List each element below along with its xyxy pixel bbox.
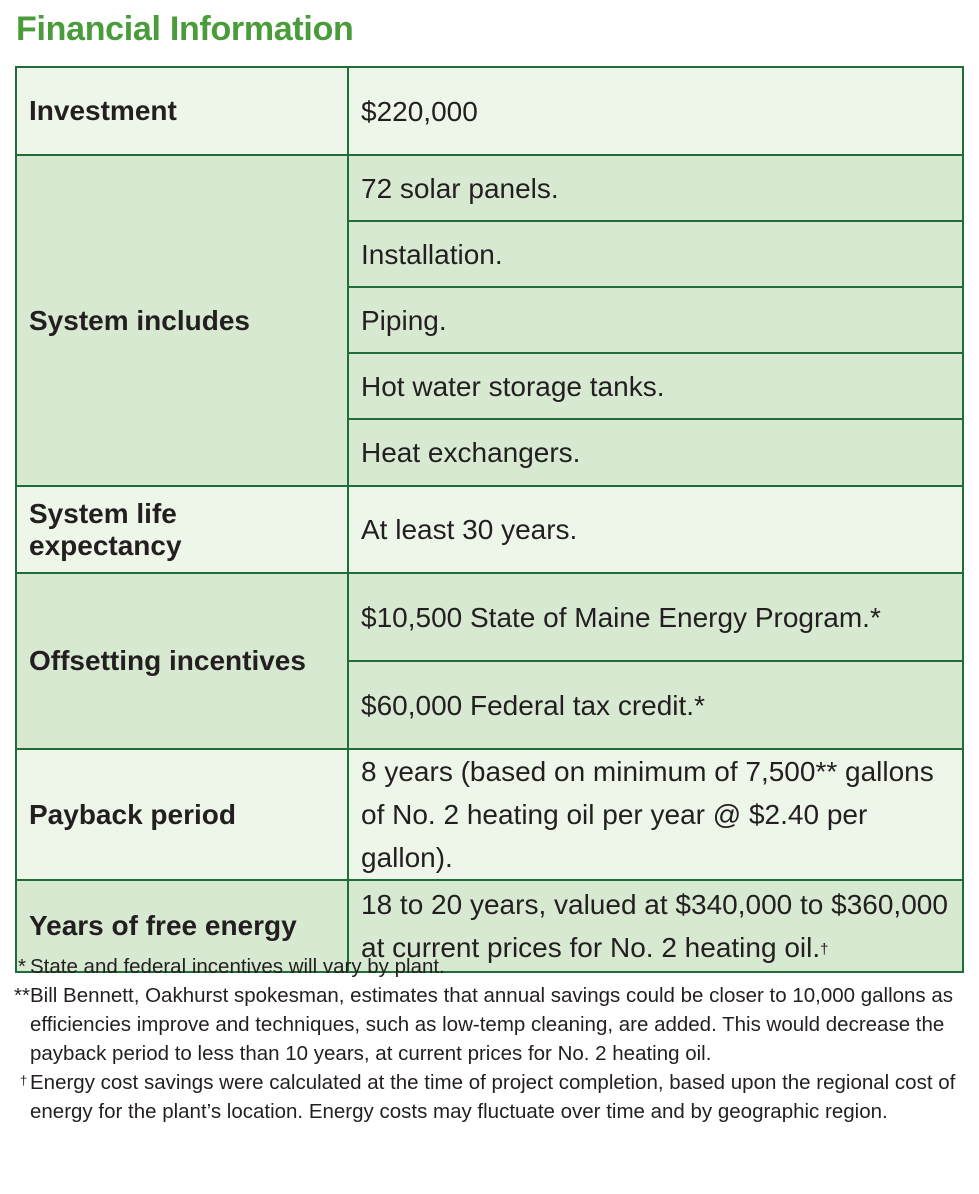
table-row-system-includes: Heat exchangers. xyxy=(16,418,964,487)
list-item: Piping. xyxy=(347,286,964,354)
footnote-mark: † xyxy=(20,1073,28,1088)
table-row-system-includes: Piping. xyxy=(16,286,964,354)
table-row-incentives: $60,000 Federal tax credit.* xyxy=(16,660,964,750)
row-label: Investment xyxy=(15,66,349,156)
list-item: $60,000 Federal tax credit.* xyxy=(347,660,964,750)
row-value: 18 to 20 years, valued at $340,000 to $3… xyxy=(347,879,964,973)
row-value-text: 18 to 20 years, valued at $340,000 to $3… xyxy=(361,889,948,963)
financial-table: Investment $220,000 System includes 72 s… xyxy=(15,66,964,973)
list-item: Hot water storage tanks. xyxy=(347,352,964,420)
row-label: Payback period xyxy=(15,748,349,881)
list-item: $10,500 State of Maine Energy Program.* xyxy=(347,572,964,662)
table-row-life-expectancy: System life expectancy At least 30 years… xyxy=(15,485,964,574)
row-label: System includes xyxy=(15,154,349,487)
page-title: Financial Information xyxy=(16,10,354,48)
footnote-savings: ** Bill Bennett, Oakhurst spokesman, est… xyxy=(14,981,968,1068)
dagger-marker: † xyxy=(820,941,829,958)
footnote-text: Energy cost savings were calculated at t… xyxy=(30,1071,956,1123)
footnote-text: Bill Bennett, Oakhurst spokesman, estima… xyxy=(30,984,954,1065)
list-item: Installation. xyxy=(347,220,964,288)
footnote-mark: * xyxy=(18,955,26,978)
row-value: $220,000 xyxy=(347,66,964,156)
row-label: Years of free energy xyxy=(15,879,349,973)
footnote-text: State and federal incentives will vary b… xyxy=(30,955,445,978)
table-row-system-includes: Hot water storage tanks. xyxy=(16,352,964,420)
list-item: 72 solar panels. xyxy=(347,154,964,222)
footnote-energy-cost: † Energy cost savings were calculated at… xyxy=(18,1068,968,1126)
footnotes: * State and federal incentives will vary… xyxy=(14,952,968,1126)
table-row-investment: Investment $220,000 xyxy=(15,66,964,156)
table-row-incentives: Offsetting incentives $10,500 State of M… xyxy=(15,572,964,750)
row-label: Offsetting incentives xyxy=(15,572,349,750)
footnote-mark: ** xyxy=(14,984,30,1007)
list-item: Heat exchangers. xyxy=(347,418,964,487)
table-row-system-includes: Installation. xyxy=(16,220,964,288)
table-row-system-includes: System includes 72 solar panels. xyxy=(15,154,964,487)
footnote-state-federal: * State and federal incentives will vary… xyxy=(18,952,968,981)
row-label: System life expectancy xyxy=(15,485,349,574)
row-value: 8 years (based on minimum of 7,500** gal… xyxy=(347,748,964,881)
row-value: At least 30 years. xyxy=(347,485,964,574)
table-row-payback: Payback period 8 years (based on minimum… xyxy=(15,748,964,881)
table-row-free-energy: Years of free energy 18 to 20 years, val… xyxy=(15,879,964,973)
